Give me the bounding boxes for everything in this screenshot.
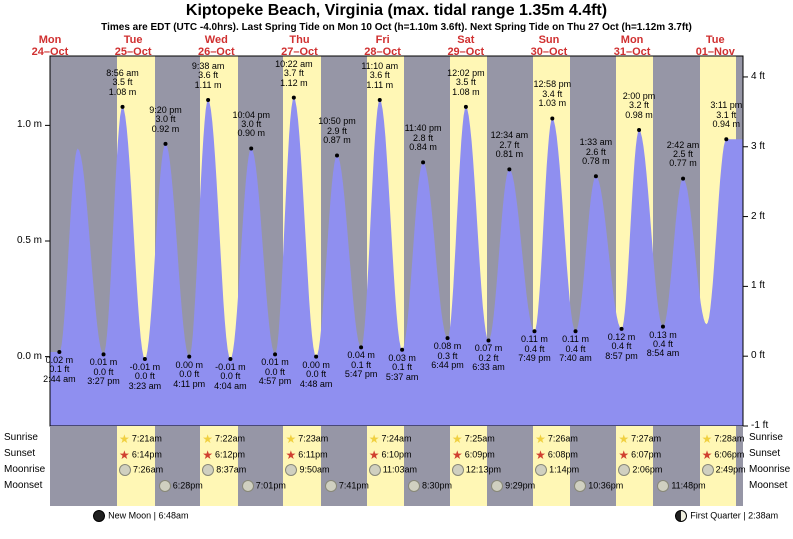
sunset-time: ★6:14pm xyxy=(119,448,162,462)
moonset-time: 10:36pm xyxy=(574,480,623,492)
high-tide-label: 2:42 am2.5 ft0.77 m xyxy=(667,141,700,169)
low-tide-label: 0.01 m0.0 ft3:27 pm xyxy=(87,358,120,386)
moonrise-time: 12:13pm xyxy=(452,464,501,476)
low-tide-label: 0.11 m0.4 ft7:49 pm xyxy=(518,335,551,363)
low-tide-label: 0.08 m0.3 ft6:44 pm xyxy=(431,342,464,370)
moonset-time: 7:41pm xyxy=(325,480,369,492)
low-tide-label: 0.12 m0.4 ft8:57 pm xyxy=(605,333,638,361)
moon-phase-label: New Moon | 6:48am xyxy=(93,510,188,522)
y-right-tick: 1 ft xyxy=(751,280,765,291)
date-header: Sun30–Oct xyxy=(519,34,579,58)
moonset-time: 9:29pm xyxy=(491,480,535,492)
moonset-time: 8:30pm xyxy=(408,480,452,492)
high-tide-label: 9:38 am3.6 ft1.11 m xyxy=(192,62,225,90)
sunset-time: ★6:10pm xyxy=(369,448,412,462)
high-tide-label: 11:40 pm2.8 ft0.84 m xyxy=(405,124,442,152)
sunrise-row-label: Sunrise xyxy=(4,432,38,443)
date-header: Mon31–Oct xyxy=(602,34,662,58)
date-header: Tue25–Oct xyxy=(103,34,163,58)
sunset-time: ★6:12pm xyxy=(202,448,245,462)
high-tide-label: 9:20 pm3.0 ft0.92 m xyxy=(149,106,182,134)
low-tide-label: 0.13 m0.4 ft8:54 am xyxy=(647,331,680,359)
high-tide-label: 3:11 pm3.1 ft0.94 m xyxy=(710,101,742,129)
sunset-time: ★6:09pm xyxy=(452,448,495,462)
high-tide-label: 12:34 am2.7 ft0.81 m xyxy=(491,131,529,159)
sunset-time: ★6:06pm xyxy=(702,448,745,462)
tide-chart: Kiptopeke Beach, Virginia (max. tidal ra… xyxy=(0,0,793,539)
moon-phase-label: First Quarter | 2:38am xyxy=(675,510,778,522)
sunset-time: ★6:07pm xyxy=(618,448,661,462)
sunrise-time: ★7:26am xyxy=(535,432,578,446)
date-header: Mon24–Oct xyxy=(20,34,80,58)
low-tide-label: 0.00 m0.0 ft4:11 pm xyxy=(173,361,205,389)
y-right-tick: 4 ft xyxy=(751,71,765,82)
low-tide-label: 0.07 m0.2 ft6:33 am xyxy=(472,344,505,372)
y-right-tick: 3 ft xyxy=(751,141,765,152)
moonrise-row-label-right: Moonrise xyxy=(749,464,790,475)
sunset-time: ★6:08pm xyxy=(535,448,578,462)
sunset-time: ★6:11pm xyxy=(285,448,327,462)
high-tide-label: 11:10 am3.6 ft1.11 m xyxy=(361,62,398,90)
moonrise-row-label: Moonrise xyxy=(4,464,45,475)
sunrise-time: ★7:25am xyxy=(452,432,495,446)
moonrise-time: 9:50am xyxy=(285,464,329,476)
date-header: Sat29–Oct xyxy=(436,34,496,58)
sunrise-time: ★7:22am xyxy=(202,432,245,446)
high-tide-label: 12:02 pm3.5 ft1.08 m xyxy=(447,69,485,97)
sunset-row-label: Sunset xyxy=(4,448,35,459)
sunrise-time: ★7:24am xyxy=(369,432,412,446)
y-right-tick: 2 ft xyxy=(751,211,765,222)
moonrise-time: 11:03am xyxy=(369,464,417,476)
high-tide-label: 8:56 am3.5 ft1.08 m xyxy=(106,69,139,97)
high-tide-label: 10:50 pm2.9 ft0.87 m xyxy=(318,117,356,145)
moonrise-time: 1:14pm xyxy=(535,464,579,476)
y-right-tick: 0 ft xyxy=(751,350,765,361)
low-tide-label: 0.01 m0.0 ft4:57 pm xyxy=(259,358,292,386)
y-right-tick: -1 ft xyxy=(751,420,768,431)
sunrise-time: ★7:23am xyxy=(285,432,328,446)
low-tide-label: 0.00 m0.0 ft4:48 am xyxy=(300,361,333,389)
low-tide-label: -0.01 m0.0 ft4:04 am xyxy=(214,363,247,391)
moonrise-time: 2:06pm xyxy=(618,464,662,476)
moonset-row-label: Moonset xyxy=(4,480,42,491)
high-tide-label: 1:33 am2.6 ft0.78 m xyxy=(580,138,613,166)
date-header: Thu27–Oct xyxy=(269,34,329,58)
high-tide-label: 10:22 am3.7 ft1.12 m xyxy=(275,60,313,88)
moonset-row-label-right: Moonset xyxy=(749,480,787,491)
moonrise-time: 8:37am xyxy=(202,464,246,476)
low-tide-label: 0.04 m0.1 ft5:47 pm xyxy=(345,351,378,379)
y-left-tick: 1.0 m xyxy=(0,119,42,130)
moonset-time: 6:28pm xyxy=(159,480,203,492)
moonset-time: 11:48pm xyxy=(657,480,705,492)
y-left-tick: 0.0 m xyxy=(0,351,42,362)
high-tide-label: 10:04 pm3.0 ft0.90 m xyxy=(232,111,270,139)
high-tide-label: 12:58 pm3.4 ft1.03 m xyxy=(534,80,572,108)
low-tide-label: 0.03 m0.1 ft5:37 am xyxy=(386,354,419,382)
date-header: Wed26–Oct xyxy=(186,34,246,58)
high-tide-label: 2:00 pm3.2 ft0.98 m xyxy=(623,92,656,120)
date-header: Fri28–Oct xyxy=(353,34,413,58)
low-tide-label: -0.01 m0.0 ft3:23 am xyxy=(129,363,162,391)
moonset-time: 7:01pm xyxy=(242,480,286,492)
sunrise-row-label-right: Sunrise xyxy=(749,432,783,443)
date-header: Tue01–Nov xyxy=(685,34,745,58)
low-tide-label: 0.11 m0.4 ft7:40 am xyxy=(559,335,592,363)
low-tide-label: 0.02 m0.1 ft2:44 am xyxy=(43,356,76,384)
moonrise-time: 7:26am xyxy=(119,464,163,476)
sunrise-time: ★7:28am xyxy=(702,432,745,446)
sunrise-time: ★7:21am xyxy=(119,432,162,446)
y-left-tick: 0.5 m xyxy=(0,235,42,246)
sunset-row-label-right: Sunset xyxy=(749,448,780,459)
moonrise-time: 2:49pm xyxy=(702,464,746,476)
sunrise-time: ★7:27am xyxy=(618,432,661,446)
